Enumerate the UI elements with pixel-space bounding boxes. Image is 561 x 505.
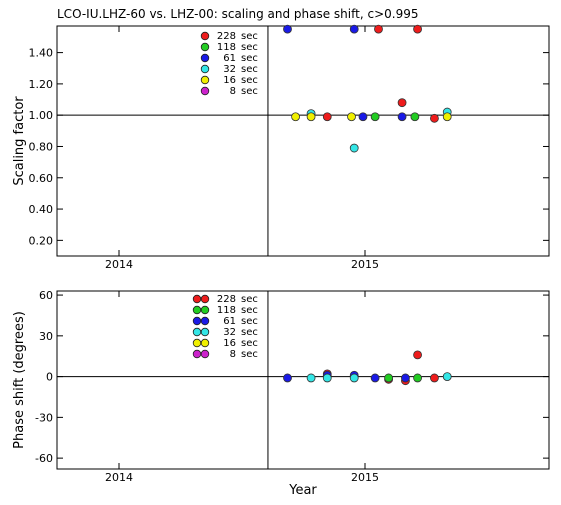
scaling-point-16-sec — [442, 112, 452, 122]
phase-legend-marker — [192, 349, 202, 359]
phase-legend-unit: sec — [241, 294, 258, 305]
chart-title: LCO-IU.LHZ-60 vs. LHZ-00: scaling and ph… — [57, 7, 418, 21]
phase-legend-marker — [192, 294, 202, 304]
phase-point-32-sec — [322, 373, 332, 383]
phase-point-228-sec — [413, 350, 422, 360]
scaling-legend-period: 118 — [217, 42, 236, 53]
scaling-x-tick-label: 2015 — [351, 258, 379, 271]
phase-legend-marker — [200, 294, 210, 304]
phase-legend-unit: sec — [241, 305, 258, 316]
scaling-legend-unit: sec — [241, 42, 258, 53]
phase-x-tick-label: 2015 — [351, 471, 379, 484]
phase-legend-marker — [200, 349, 210, 359]
scaling-point-118-sec — [370, 112, 380, 122]
scaling-legend-marker — [200, 31, 210, 41]
phase-legend-unit: sec — [241, 338, 258, 349]
scaling-legend-marker — [200, 86, 210, 96]
phase-legend-marker — [192, 327, 202, 337]
phase-point-32-sec — [306, 373, 316, 383]
scaling-legend-unit: sec — [241, 31, 258, 42]
phase-legend-period: 118 — [217, 305, 236, 316]
scaling-point-228-sec — [430, 113, 439, 123]
phase-legend-period: 32 — [223, 327, 236, 338]
phase-panel: Phase shift (degrees) -60 -30 0 30 60 2014 201… — [12, 289, 550, 484]
scaling-y-tick-label: 1.00 — [29, 109, 54, 122]
phase-legend-marker — [200, 327, 210, 337]
scaling-point-16-sec — [291, 112, 300, 122]
scaling-legend-marker — [200, 53, 210, 63]
phase-legend-unit: sec — [241, 349, 258, 360]
scaling-y-tick-label: 0.80 — [29, 140, 54, 153]
scaling-point-228-sec — [322, 112, 332, 122]
scaling-point-32-sec — [349, 143, 359, 153]
scaling-point-61-sec — [283, 24, 292, 34]
scaling-point-16-sec — [306, 112, 316, 122]
scaling-point-228-sec — [397, 98, 407, 108]
scaling-legend-unit: sec — [241, 86, 258, 97]
scaling-legend-unit: sec — [241, 64, 258, 75]
scaling-point-61-sec — [397, 112, 407, 122]
scaling-legend-unit: sec — [241, 75, 258, 86]
x-axis-label: Year — [288, 483, 317, 498]
phase-legend-period: 8 — [230, 349, 236, 360]
scaling-point-16-sec — [347, 112, 356, 122]
scaling-legend-marker — [200, 64, 210, 74]
phase-y-tick-label: -30 — [35, 411, 53, 424]
scaling-y-tick-label: 0.20 — [29, 234, 54, 247]
scaling-legend-period: 32 — [223, 64, 236, 75]
phase-y-tick-label: -60 — [35, 452, 53, 465]
phase-legend-marker — [192, 316, 202, 326]
phase-legend-period: 16 — [223, 338, 236, 349]
phase-legend-marker — [192, 338, 202, 348]
scaling-legend-period: 228 — [217, 31, 236, 42]
scaling-plot-frame — [56, 25, 550, 257]
phase-point-32-sec — [442, 372, 452, 382]
phase-legend-marker — [200, 338, 210, 348]
scaling-y-tick-label: 1.40 — [29, 47, 54, 60]
scaling-legend-period: 61 — [223, 53, 236, 64]
scaling-legend-marker — [200, 75, 210, 85]
phase-legend-period: 228 — [217, 294, 236, 305]
phase-point-118-sec — [413, 373, 422, 383]
scaling-point-228-sec — [413, 24, 422, 34]
phase-y-label: Phase shift (degrees) — [12, 311, 27, 449]
phase-legend-marker — [192, 305, 202, 315]
phase-y-tick-label: 60 — [39, 289, 53, 302]
scaling-y-tick-label: 0.60 — [29, 172, 54, 185]
phase-legend-period: 61 — [223, 316, 236, 327]
scaling-y-tick-label: 1.20 — [29, 78, 54, 91]
phase-point-61-sec — [401, 373, 410, 383]
scaling-point-228-sec — [374, 24, 383, 34]
scaling-point-61-sec — [358, 112, 368, 122]
phase-plot-frame — [56, 290, 550, 470]
scaling-point-118-sec — [410, 112, 420, 122]
scaling-x-tick-label: 2014 — [105, 258, 133, 271]
scaling-legend-marker — [200, 42, 210, 52]
phase-point-32-sec — [349, 373, 359, 383]
phase-legend-marker — [200, 316, 210, 326]
phase-y-tick-label: 0 — [46, 371, 53, 384]
scaling-legend-unit: sec — [241, 53, 258, 64]
scaling-y-label: Scaling factor — [12, 96, 27, 186]
scaling-y-tick-label: 0.40 — [29, 203, 54, 216]
scaling-panel: Scaling factor 0.20 0.40 0.60 0.80 1.00 1.20 1… — [12, 24, 550, 271]
scaling-legend-period: 16 — [223, 75, 236, 86]
phase-legend-unit: sec — [241, 327, 258, 338]
phase-point-61-sec — [283, 373, 292, 383]
scaling-point-61-sec — [349, 24, 359, 34]
phase-point-228-sec — [430, 373, 439, 383]
scaling-legend-period: 8 — [230, 86, 236, 97]
phase-y-tick-label: 30 — [39, 330, 53, 343]
phase-point-61-sec — [370, 373, 380, 383]
phase-legend-unit: sec — [241, 316, 258, 327]
phase-point-118-sec — [384, 373, 393, 383]
phase-legend-marker — [200, 305, 210, 315]
phase-x-tick-label: 2014 — [105, 471, 133, 484]
